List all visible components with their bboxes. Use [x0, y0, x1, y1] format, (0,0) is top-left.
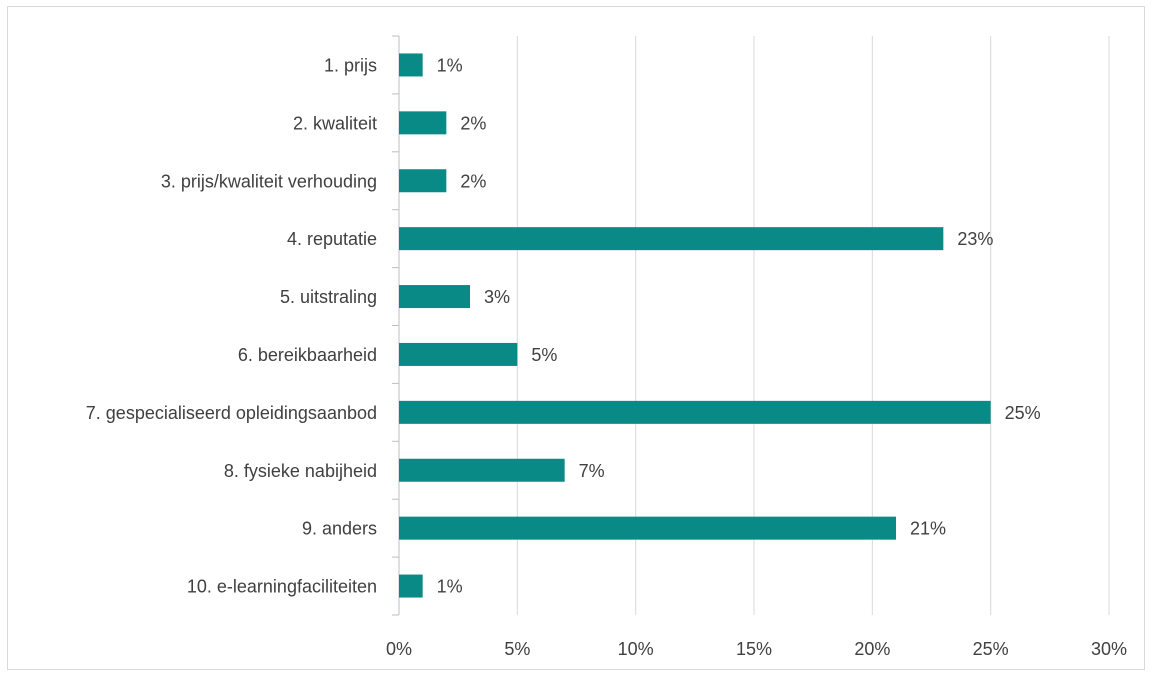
bar: [399, 458, 565, 482]
data-label: 23%: [957, 229, 993, 249]
category-label: 8. fysieke nabijheid: [224, 461, 377, 481]
x-tick-label: 15%: [736, 639, 772, 659]
data-labels: 1% 2% 2% 23% 3% 5% 25% 7% 21% 1%: [437, 55, 1041, 596]
chart-frame: [7, 6, 1145, 670]
bar: [399, 169, 447, 193]
category-label: 9. anders: [302, 519, 377, 539]
data-label: 1%: [437, 55, 463, 75]
x-tick-label: 20%: [854, 639, 890, 659]
bar: [399, 516, 896, 540]
bar: [399, 285, 470, 309]
category-label: 10. e-learningfaciliteiten: [187, 577, 377, 597]
category-label: 4. reputatie: [287, 229, 377, 249]
x-tick-label: 5%: [504, 639, 530, 659]
x-tick-label: 10%: [618, 639, 654, 659]
bar: [399, 227, 944, 251]
x-tick-label: 0%: [386, 639, 412, 659]
bars: [399, 53, 991, 598]
bar: [399, 53, 423, 77]
category-axis: [392, 35, 400, 616]
data-label: 5%: [531, 345, 557, 365]
category-labels: 1. prijs 2. kwaliteit 3. prijs/kwaliteit v…: [86, 55, 377, 596]
bar: [399, 111, 447, 135]
bar: [399, 342, 518, 366]
x-tick-label: 25%: [973, 639, 1009, 659]
data-label: 7%: [579, 461, 605, 481]
category-label: 3. prijs/kwaliteit verhouding: [161, 171, 377, 191]
category-label: 6. bereikbaarheid: [238, 345, 377, 365]
category-label: 1. prijs: [324, 55, 377, 75]
data-label: 21%: [910, 519, 946, 539]
category-label: 5. uitstraling: [280, 287, 377, 307]
data-label: 2%: [460, 171, 486, 191]
x-tick-label: 30%: [1091, 639, 1127, 659]
bar: [399, 574, 423, 598]
data-label: 1%: [437, 577, 463, 597]
data-label: 3%: [484, 287, 510, 307]
value-axis-ticks: 0% 5% 10% 15% 20% 25% 30%: [386, 639, 1127, 659]
category-label: 2. kwaliteit: [293, 113, 377, 133]
category-label: 7. gespecialiseerd opleidingsaanbod: [86, 403, 377, 423]
data-label: 2%: [460, 113, 486, 133]
bar: [399, 400, 991, 424]
data-label: 25%: [1005, 403, 1041, 423]
